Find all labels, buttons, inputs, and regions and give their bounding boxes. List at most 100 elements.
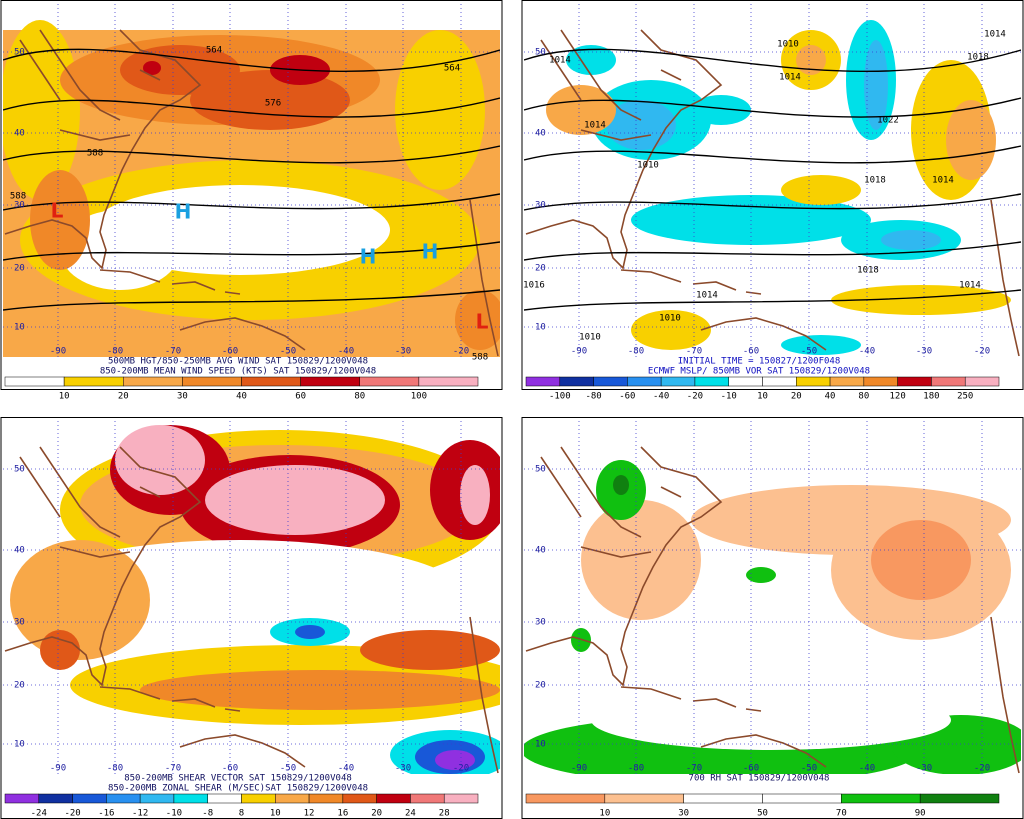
colorbar-label: 10 — [599, 809, 610, 819]
shaded-area — [435, 750, 475, 770]
lat-label: 40 — [14, 129, 25, 139]
contour-label: 564 — [444, 64, 460, 74]
colorbar-swatch — [762, 793, 842, 804]
colorbar-swatch — [63, 376, 124, 387]
colorbar-swatch — [376, 793, 411, 804]
panel-border — [0, 0, 503, 390]
lon-label: -90 — [50, 347, 66, 357]
lon-label: -80 — [628, 764, 644, 774]
colorbar-swatch — [863, 376, 898, 387]
caption: 700 RH SAT 150829/1200V048 — [689, 774, 830, 784]
colorbar-label: 80 — [354, 392, 365, 402]
shaded-area — [143, 61, 161, 75]
lon-label: -50 — [801, 764, 817, 774]
contour — [524, 97, 1021, 118]
shaded-area — [40, 630, 80, 670]
lon-label: -70 — [165, 347, 181, 357]
colorbar-label: -8 — [202, 809, 213, 819]
map — [3, 417, 500, 774]
colorbar-swatch — [919, 793, 1000, 804]
colorbar-label: 50 — [757, 809, 768, 819]
colorbar-label: 24 — [405, 809, 416, 819]
colorbar-label: 80 — [858, 392, 869, 402]
lon-label: -90 — [50, 764, 66, 774]
lat-label: 10 — [14, 323, 25, 333]
shaded-area — [746, 567, 776, 583]
colorbar-label: -60 — [619, 392, 635, 402]
contour-label: 1010 — [659, 314, 681, 324]
colorbar-label: 60 — [295, 392, 306, 402]
lat-label: 20 — [535, 264, 546, 274]
colorbar-label: 30 — [177, 392, 188, 402]
colorbar-label: 40 — [236, 392, 247, 402]
lon-label: -70 — [686, 764, 702, 774]
lat-label: 30 — [535, 201, 546, 211]
colorbar-label: -16 — [98, 809, 114, 819]
colorbar-swatch — [4, 376, 65, 387]
colorbar-label: 250 — [957, 392, 973, 402]
colorbar-label: 16 — [337, 809, 348, 819]
colorbar-swatch — [359, 376, 420, 387]
colorbar-swatch — [841, 793, 921, 804]
lon-label: -90 — [571, 347, 587, 357]
lon-label: -60 — [222, 347, 238, 357]
caption: ECMWF MSLP/ 850MB VOR SAT 150829/1200V04… — [648, 367, 870, 377]
colorbar-label: 12 — [304, 809, 315, 819]
colorbar-swatch — [308, 793, 344, 804]
colorbar-swatch — [964, 376, 1000, 387]
colorbar-label: 90 — [915, 809, 926, 819]
contour — [524, 289, 1021, 311]
shaded-area — [60, 210, 180, 290]
lat-label: 40 — [14, 546, 25, 556]
caption: 500MB HGT/850-250MB AVG WIND SAT 150829/… — [108, 357, 368, 367]
colorbar-label: 180 — [923, 392, 939, 402]
contour-label: 1018 — [857, 266, 879, 276]
map — [524, 417, 1021, 774]
colorbar-swatch — [241, 793, 276, 804]
contour — [3, 289, 500, 311]
shaded-area — [871, 520, 971, 600]
shaded-area — [30, 170, 90, 270]
lat-label: 20 — [535, 681, 546, 691]
colorbar-label: 10 — [270, 809, 281, 819]
lat-label: 10 — [535, 323, 546, 333]
colorbar-swatch — [123, 376, 183, 387]
colorbar-swatch — [931, 376, 966, 387]
contour-label: 1018 — [967, 53, 989, 63]
caption: 850-200MB SHEAR VECTOR SAT 150829/1200V0… — [124, 774, 352, 784]
contour-label: 588 — [472, 353, 488, 363]
lon-label: -70 — [686, 347, 702, 357]
lat-label: 30 — [14, 618, 25, 628]
shaded-area — [140, 670, 500, 710]
colorbar-swatch — [241, 376, 301, 387]
shaded-area — [796, 45, 826, 75]
colorbar-swatch — [660, 376, 696, 387]
shaded-area — [591, 690, 951, 750]
lon-label: -40 — [859, 764, 875, 774]
colorbar-swatch — [559, 376, 594, 387]
contour-label: 1016 — [523, 281, 545, 291]
lon-label: -30 — [395, 764, 411, 774]
contour — [524, 48, 1021, 72]
colorbar-label: -10 — [721, 392, 737, 402]
contour — [3, 97, 500, 118]
lat-label: 20 — [14, 681, 25, 691]
lat-label: 10 — [535, 740, 546, 750]
contour-label: 1010 — [579, 333, 601, 343]
shaded-area — [606, 100, 676, 150]
colorbar-swatch — [762, 376, 797, 387]
lon-label: -40 — [338, 347, 354, 357]
contour-label: 1014 — [932, 176, 954, 186]
lon-label: -50 — [801, 347, 817, 357]
contour-label: 1010 — [637, 161, 659, 171]
shaded-area — [864, 40, 888, 130]
pressure-center: H — [360, 245, 377, 269]
colorbar-swatch — [694, 376, 729, 387]
lon-label: -30 — [395, 347, 411, 357]
shaded-area — [781, 175, 861, 205]
lat-label: 50 — [14, 48, 25, 58]
caption: 850-200MB MEAN WIND SPEED (KTS) SAT 1508… — [100, 367, 376, 377]
colorbar-label: -20 — [64, 809, 80, 819]
map-panel: 50 40 30 20 10 -90 -80 -70 -60 -50 -40 -30 -20 564 576… — [0, 0, 503, 402]
colorbar-label: -12 — [132, 809, 148, 819]
